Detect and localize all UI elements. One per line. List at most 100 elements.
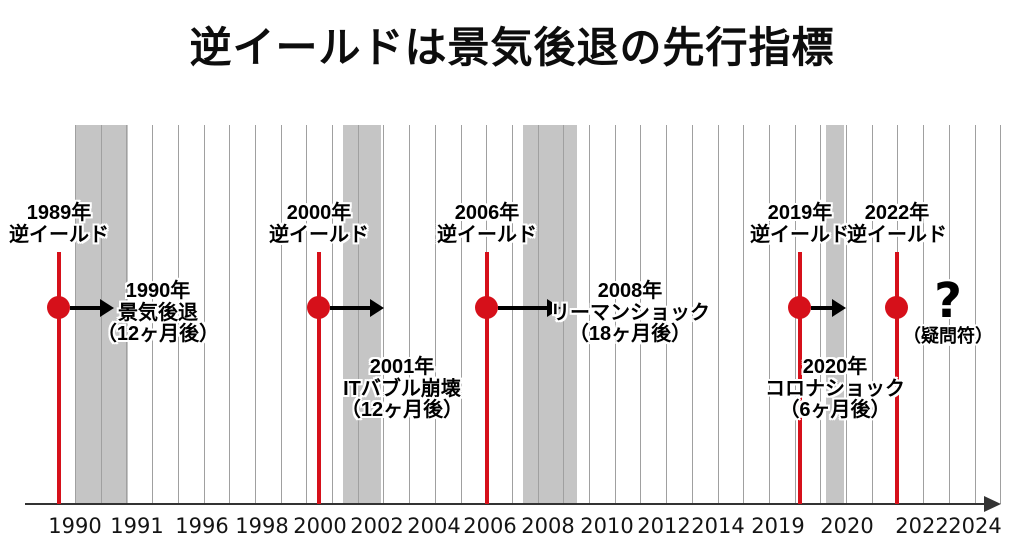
gridline	[872, 125, 873, 504]
question-mark: ?	[934, 273, 962, 329]
gridline	[229, 125, 230, 504]
lead-arrow-head-icon	[547, 299, 561, 317]
gridline	[75, 125, 76, 504]
recession-label-line: （6ヶ月後）	[779, 399, 891, 421]
inversion-label-line: 逆イールド	[750, 223, 850, 246]
inversion-label-line: 1989年	[26, 202, 92, 224]
gridline	[846, 125, 847, 504]
lead-arrow-head-icon	[370, 299, 384, 317]
lead-arrow-shaft	[70, 306, 101, 310]
gridline	[743, 125, 744, 504]
lead-arrow-shaft	[811, 306, 833, 310]
gridline	[461, 125, 462, 504]
x-tick-label: 2002	[350, 514, 404, 538]
gridline	[718, 125, 719, 504]
lead-arrow-head-icon	[832, 299, 846, 317]
x-tick-label: 1991	[110, 514, 164, 538]
inversion-label-line: 逆イールド	[437, 223, 537, 246]
recession-label-line: 景気後退	[118, 301, 198, 324]
gridline	[332, 125, 333, 504]
recession-label-line: コロナショック	[765, 377, 905, 400]
gridline	[306, 125, 307, 504]
inversion-line	[317, 252, 321, 504]
gridline	[178, 125, 179, 504]
recession-label-line: （18ヶ月後）	[568, 323, 692, 345]
gridline	[563, 125, 564, 504]
gridline	[126, 125, 127, 504]
gridline	[255, 125, 256, 504]
inversion-line	[485, 252, 489, 504]
inversion-dot	[307, 296, 330, 319]
recession-label-line: 2008年	[597, 280, 663, 302]
x-axis-arrow-icon	[984, 496, 1001, 512]
gridline	[640, 125, 641, 504]
x-tick-label: 1996	[175, 514, 229, 538]
x-tick-label: 2008	[521, 514, 575, 538]
inversion-line	[895, 252, 899, 504]
inversion-line	[57, 252, 61, 504]
gridline	[615, 125, 616, 504]
gridline	[1000, 125, 1001, 504]
x-tick-label: 1990	[48, 514, 102, 538]
inversion-label: 2019年 逆イールド	[720, 202, 880, 246]
x-tick-label: 2022	[895, 514, 949, 538]
inversion-label: 2022年 逆イールド	[817, 202, 977, 246]
gridline	[589, 125, 590, 504]
chart-title: 逆イールドは景気後退の先行指標	[189, 24, 835, 71]
gridline	[538, 125, 539, 504]
gridline	[204, 125, 205, 504]
x-tick-label: 2000	[293, 514, 347, 538]
recession-label: 2008年 リーマンショック （18ヶ月後）	[520, 280, 740, 346]
gridline	[512, 125, 513, 504]
inversion-label: 2006年 逆イールド	[407, 202, 567, 246]
recession-label: 2001年 ITバブル崩壊 （12ヶ月後）	[292, 356, 512, 422]
x-tick-label: 2020	[820, 514, 874, 538]
x-tick-label: 2019	[751, 514, 805, 538]
inversion-label-line: 逆イールド	[269, 223, 369, 246]
x-tick-label: 2014	[691, 514, 745, 538]
gridline	[820, 125, 821, 504]
inversion-dot	[47, 296, 70, 319]
x-tick-label: 2012	[637, 514, 691, 538]
gridline	[281, 125, 282, 504]
x-tick-label: 1998	[235, 514, 289, 538]
gridline	[358, 125, 359, 504]
recession-label-line: リーマンショック	[550, 301, 710, 324]
recession-label-line: （12ヶ月後）	[96, 323, 220, 345]
inversion-label-line: 2006年	[454, 202, 520, 224]
question-annotation: ? （疑問符）	[838, 273, 1024, 346]
gridline	[692, 125, 693, 504]
inversion-dot	[788, 296, 811, 319]
inversion-label-line: 逆イールド	[847, 223, 947, 246]
recession-label: 2020年 コロナショック （6ヶ月後）	[725, 356, 945, 422]
recession-label-line: 1990年	[125, 280, 191, 302]
lead-arrow-shaft	[498, 306, 548, 310]
recession-label-line: 2001年	[369, 356, 435, 378]
lead-arrow-head-icon	[100, 299, 114, 317]
inversion-label-line: 2022年	[864, 202, 930, 224]
gridline	[152, 125, 153, 504]
recession-label-line: ITバブル崩壊	[343, 377, 461, 400]
gridline	[409, 125, 410, 504]
inversion-label-line: 逆イールド	[9, 223, 109, 246]
inversion-dot	[475, 296, 498, 319]
gridline	[435, 125, 436, 504]
x-tick-label: 2004	[407, 514, 461, 538]
inversion-label-line: 2019年	[767, 202, 833, 224]
inversion-label-line: 2000年	[286, 202, 352, 224]
x-tick-label: 2006	[463, 514, 517, 538]
inversion-label: 1989年 逆イールド	[0, 202, 139, 246]
gridline	[666, 125, 667, 504]
inversion-label: 2000年 逆イールド	[239, 202, 399, 246]
gridline	[949, 125, 950, 504]
x-tick-label: 2024	[948, 514, 1002, 538]
inversion-dot	[885, 296, 908, 319]
question-note: （疑問符）	[903, 326, 993, 346]
x-axis-line	[25, 503, 986, 505]
x-tick-label: 2010	[580, 514, 634, 538]
gridline	[769, 125, 770, 504]
lead-arrow-shaft	[330, 306, 371, 310]
recession-label: 1990年 景気後退 （12ヶ月後）	[48, 280, 268, 346]
